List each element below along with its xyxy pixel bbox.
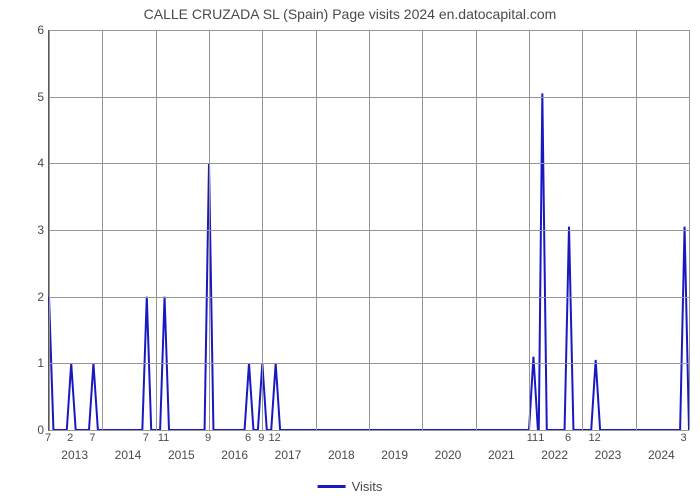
ytick-label: 5 (4, 90, 44, 104)
ytick-label: 0 (4, 423, 44, 437)
gridline-v (689, 30, 690, 430)
xtick-minor: 6 (245, 432, 251, 444)
xtick-year: 2016 (221, 448, 248, 462)
gridline-v (582, 30, 583, 430)
xtick-minor: 7 (45, 432, 51, 444)
gridline-v (529, 30, 530, 430)
xtick-minor: 11 (158, 432, 169, 444)
chart-title: CALLE CRUZADA SL (Spain) Page visits 202… (0, 6, 700, 22)
legend-label: Visits (352, 479, 383, 494)
xtick-year: 2022 (541, 448, 568, 462)
legend: Visits (318, 479, 383, 494)
legend-swatch (318, 485, 346, 488)
gridline-v (422, 30, 423, 430)
gridline-v (476, 30, 477, 430)
gridline-v (156, 30, 157, 430)
xtick-minor: 12 (589, 432, 601, 444)
xtick-year: 2018 (328, 448, 355, 462)
xtick-minor: 6 (565, 432, 571, 444)
xtick-year: 2021 (488, 448, 515, 462)
xtick-minor: 3 (680, 432, 686, 444)
xtick-minor: 9 (258, 432, 264, 444)
gridline-v (49, 30, 50, 430)
gridline-v (209, 30, 210, 430)
xtick-year: 2019 (381, 448, 408, 462)
gridline-h (49, 430, 689, 431)
ytick-label: 4 (4, 156, 44, 170)
xtick-year: 2024 (648, 448, 675, 462)
xtick-minor: 12 (269, 432, 281, 444)
xtick-minor: 11 (527, 432, 538, 444)
gridline-v (636, 30, 637, 430)
gridline-v (316, 30, 317, 430)
xtick-minor: 1 (538, 432, 544, 444)
chart-container: CALLE CRUZADA SL (Spain) Page visits 202… (0, 0, 700, 500)
xtick-year: 2014 (115, 448, 142, 462)
gridline-v (102, 30, 103, 430)
xtick-minor: 9 (205, 432, 211, 444)
xtick-year: 2020 (435, 448, 462, 462)
ytick-label: 2 (4, 290, 44, 304)
xtick-year: 2023 (595, 448, 622, 462)
xtick-minor: 2 (67, 432, 73, 444)
xtick-minor: 7 (143, 432, 149, 444)
ytick-label: 1 (4, 356, 44, 370)
gridline-v (262, 30, 263, 430)
xtick-year: 2017 (275, 448, 302, 462)
ytick-label: 3 (4, 223, 44, 237)
gridline-v (369, 30, 370, 430)
xtick-year: 2015 (168, 448, 195, 462)
plot-area (48, 30, 689, 431)
xtick-year: 2013 (61, 448, 88, 462)
xtick-minor: 7 (89, 432, 95, 444)
ytick-label: 6 (4, 23, 44, 37)
